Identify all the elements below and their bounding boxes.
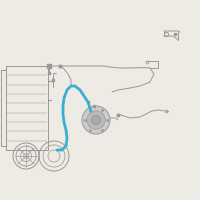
- Circle shape: [91, 115, 101, 125]
- Circle shape: [87, 111, 105, 129]
- Circle shape: [82, 106, 110, 134]
- Bar: [6, 66, 48, 150]
